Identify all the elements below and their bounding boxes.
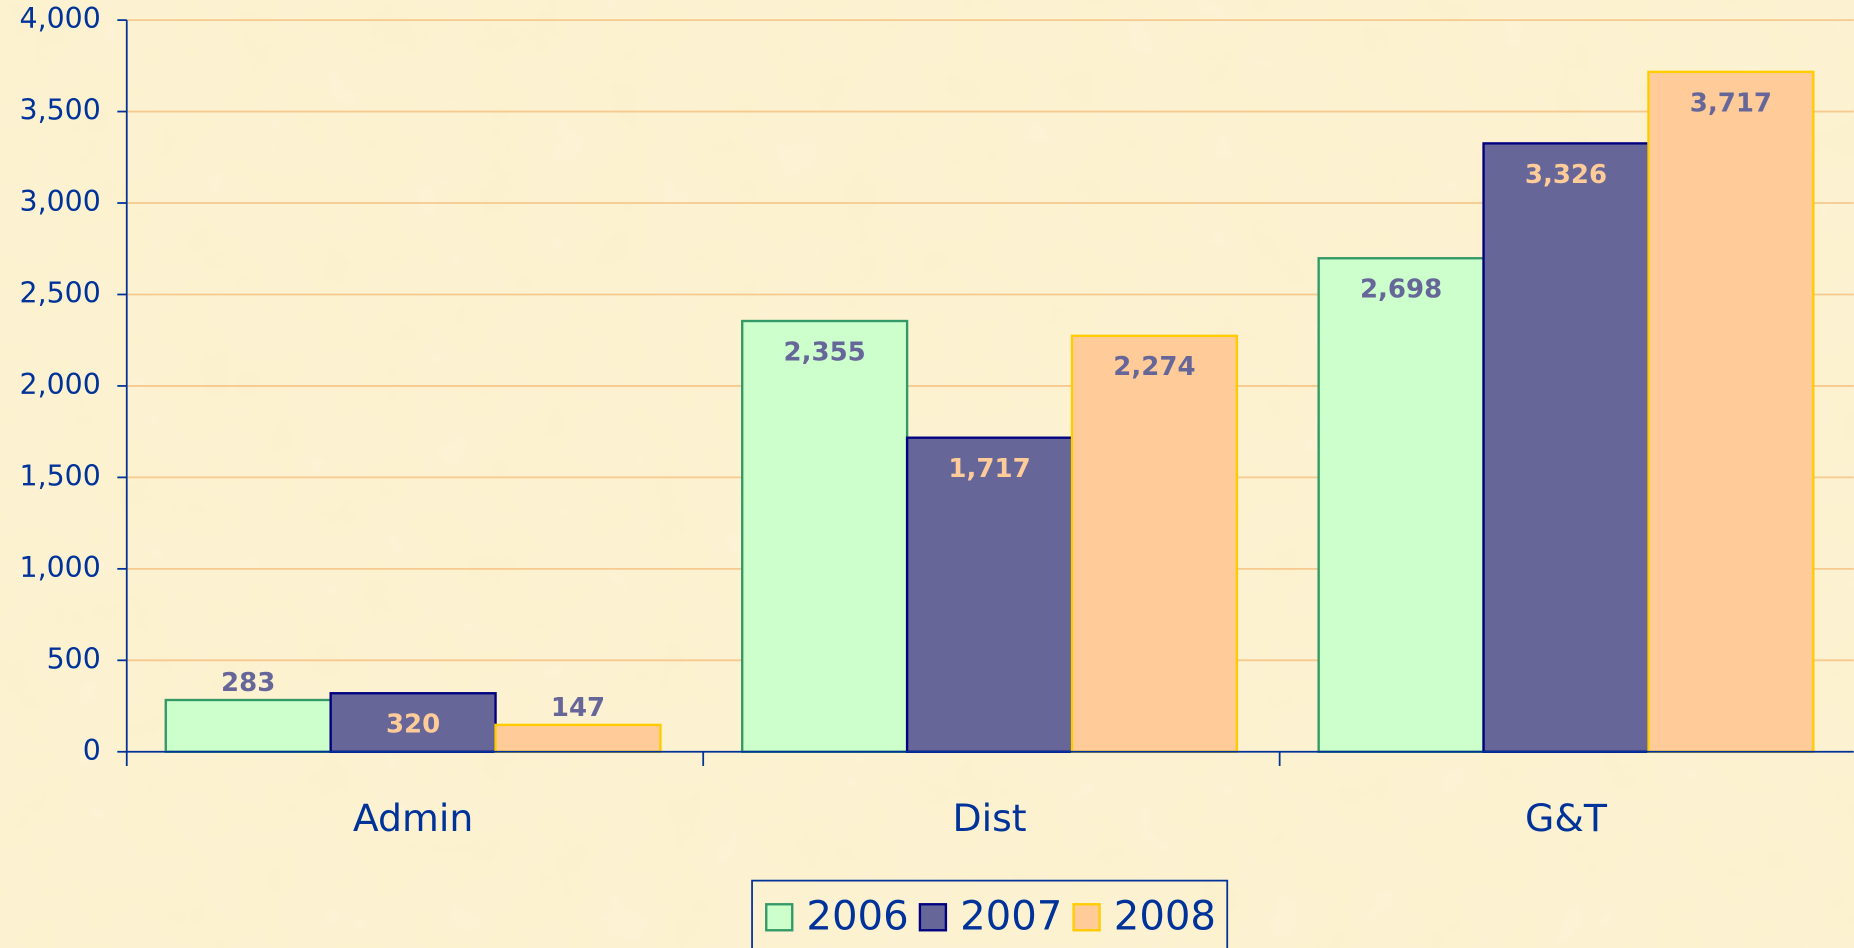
y-tick-label: 3,000 — [20, 185, 101, 218]
data-label: 320 — [386, 710, 440, 740]
data-label: 147 — [551, 693, 605, 723]
bar — [164, 698, 332, 753]
axes: 0 500 1,000 1,500 2,000 2,500 3,000 3,500 4,000 A… — [20, 2, 1854, 840]
y-tick-label: 0 — [83, 734, 101, 767]
bar — [1317, 257, 1485, 753]
data-label: 3,326 — [1525, 160, 1607, 190]
legend-swatch — [918, 903, 948, 932]
y-tick-label: 500 — [47, 642, 101, 675]
x-tick-label: Admin — [353, 796, 474, 840]
bar — [1070, 334, 1239, 753]
data-label: 3,717 — [1690, 88, 1772, 118]
y-tick-label: 2,500 — [20, 276, 101, 309]
data-label: 2,355 — [784, 337, 866, 367]
y-tick-label: 3,500 — [20, 94, 101, 127]
legend-label: 2006 — [806, 893, 908, 939]
legend-label: 2008 — [1114, 893, 1216, 939]
y-tick-label: 4,000 — [20, 2, 101, 35]
x-tick-label: Dist — [952, 796, 1026, 840]
legend-box — [751, 879, 1229, 948]
bar — [494, 723, 662, 753]
data-label: 1,717 — [948, 454, 1030, 484]
y-tick-label: 2,000 — [20, 368, 101, 401]
bars: 283 2,355 2,698 320 1,717 3,326 147 2,274 3,717 — [164, 70, 1815, 753]
y-tick-label: 1,000 — [20, 551, 101, 584]
y-tick-label: 1,500 — [20, 459, 101, 492]
bar — [741, 319, 909, 753]
legend-swatch — [765, 903, 794, 932]
data-label: 283 — [221, 668, 275, 698]
x-tick-label: G&T — [1525, 796, 1608, 840]
bar — [329, 692, 497, 753]
legend: 2006 2007 2008 — [765, 893, 1216, 939]
data-label: 2,698 — [1360, 275, 1442, 305]
bar — [1482, 142, 1650, 753]
bar — [905, 436, 1074, 753]
data-label: 2,274 — [1113, 352, 1195, 382]
legend-label: 2007 — [960, 893, 1062, 939]
bar — [1647, 70, 1815, 753]
legend-swatch — [1072, 903, 1101, 932]
